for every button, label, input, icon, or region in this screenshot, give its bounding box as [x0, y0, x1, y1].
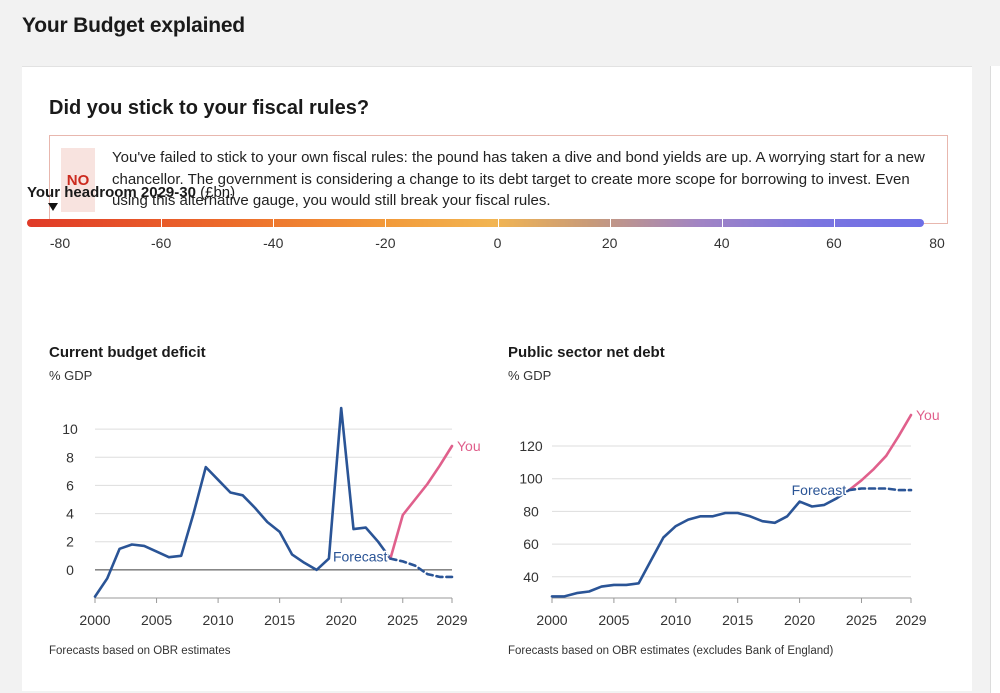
- chart1-xtick-label: 2010: [203, 612, 234, 628]
- scale-tick-label: -40: [263, 235, 284, 251]
- chart1-ytick-label: 2: [66, 534, 74, 550]
- chart2-title: Public sector net debt: [508, 344, 665, 361]
- chart1-series-label-you: You: [457, 438, 481, 454]
- chart1-ytick-label: 10: [62, 421, 78, 437]
- fiscal-rules-card: Did you stick to your fiscal rules? NO Y…: [22, 66, 972, 691]
- scale-tick: [273, 219, 275, 227]
- chart1-xtick-label: 2015: [264, 612, 295, 628]
- chart1-xtick-label: 2025: [387, 612, 418, 628]
- scale-tick-label: 0: [493, 235, 502, 251]
- headroom-label-unit: (£bn): [200, 184, 236, 201]
- chart2-ytick-label: 40: [523, 569, 539, 585]
- chart2-xtick-label: 2020: [784, 612, 815, 628]
- public-sector-net-debt-chart: 40 60 80 100 120 2000 2005 2010 2015 2020 2025 2029…: [519, 407, 940, 628]
- chart1-title: Current budget deficit: [49, 344, 206, 361]
- chart2-series-historic: [550, 488, 851, 598]
- chart1-ytick-label: 4: [66, 506, 74, 522]
- page-title: Your Budget explained: [22, 14, 245, 37]
- chart1-xtick-label: 2020: [326, 612, 357, 628]
- scale-tick-label: 40: [713, 235, 730, 251]
- headroom-label: Your headroom 2029-30 (£bn): [27, 184, 235, 201]
- headroom-scale-bar: [27, 219, 924, 227]
- chart2-note: Forecasts based on OBR estimates (exclud…: [508, 645, 834, 657]
- scale-tick: [609, 219, 611, 227]
- chart1-ylabel: % GDP: [49, 368, 93, 383]
- card-title: Did you stick to your fiscal rules?: [49, 97, 370, 119]
- chart1-series-forecast: [389, 557, 454, 579]
- scale-tick: [721, 219, 723, 227]
- chart1-series-historic: [93, 406, 392, 598]
- chart2-series-label-forecast: Forecast: [792, 482, 847, 498]
- chart1-xtick-label: 2029: [436, 612, 467, 628]
- chart1-ytick-label: 6: [66, 477, 74, 493]
- chart2-ylabel: % GDP: [508, 368, 552, 383]
- scale-tick-label: 20: [601, 235, 618, 251]
- chart2-xtick-label: 2025: [846, 612, 877, 628]
- scale-tick-label: 60: [826, 235, 842, 251]
- scale-tick-label: -20: [375, 235, 396, 251]
- chart1-xtick-label: 2005: [141, 612, 172, 628]
- chart2-ytick-label: 80: [523, 503, 539, 519]
- scale-tick-label: -80: [49, 235, 71, 251]
- chart2-xtick-label: 2010: [660, 612, 691, 628]
- chart2-ytick-label: 60: [523, 536, 539, 552]
- side-panel-edge: [990, 66, 1000, 693]
- scale-tick: [161, 219, 163, 227]
- scale-tick: [385, 219, 387, 227]
- chart1-xtick-label: 2000: [79, 612, 110, 628]
- verdict-badge: NO: [61, 148, 95, 212]
- scale-tick-label: -60: [151, 235, 172, 251]
- chart2-ytick-label: 100: [519, 471, 543, 487]
- chart2-ytick-label: 120: [519, 438, 543, 454]
- chart1-series-you: [389, 444, 454, 560]
- chart2-xtick-label: 2015: [722, 612, 753, 628]
- chart1-ytick-label: 8: [66, 449, 74, 465]
- verdict-box: NO You've failed to stick to your own fi…: [49, 135, 948, 224]
- chart1-series-label-forecast: Forecast: [333, 549, 388, 565]
- verdict-text: You've failed to stick to your own fisca…: [112, 149, 925, 209]
- scale-tick: [833, 219, 835, 227]
- chart2-xtick-label: 2000: [536, 612, 567, 628]
- chart2-series-you: [847, 413, 913, 492]
- chart1-note: Forecasts based on OBR estimates: [49, 645, 231, 657]
- chart2-series-label-you: You: [916, 407, 940, 423]
- chart2-xtick-label: 2029: [895, 612, 926, 628]
- headroom-pointer-icon: [48, 203, 58, 211]
- scale-tick: [497, 219, 499, 227]
- scale-tick-label: 80: [929, 235, 945, 251]
- chart2-series-forecast: [847, 487, 913, 492]
- headroom-label-title: Your headroom 2029-30: [27, 184, 196, 201]
- chart1-ytick-label: 0: [66, 562, 74, 578]
- current-budget-deficit-chart: 0 2 4 6 8 10 2000 2005 2010 2015 2020 2025 2029 You Fo…: [62, 406, 481, 628]
- chart2-xtick-label: 2005: [598, 612, 629, 628]
